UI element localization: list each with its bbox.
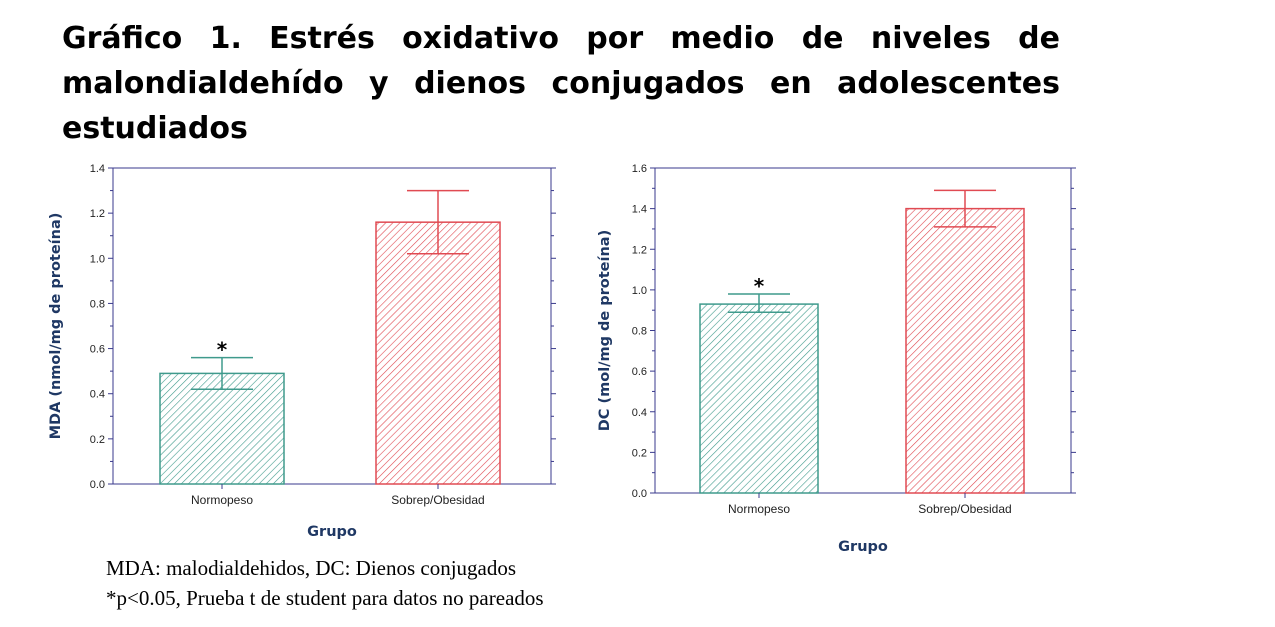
dc-x-axis-label: Grupo	[838, 539, 888, 555]
mda-ytick-label: 1.0	[90, 253, 105, 265]
dc-ytick-label: 0.4	[632, 407, 647, 419]
footnote-abbreviations: MDA: malodialdehidos, DC: Dienos conjuga…	[106, 556, 517, 580]
dc-ytick-label: 1.4	[632, 204, 647, 216]
dc-ytick-label: 0.6	[632, 366, 647, 378]
footnote: MDA: malodialdehidos, DC: Dienos conjuga…	[106, 553, 544, 613]
dc-bar-normopeso	[699, 303, 819, 494]
dc-ytick-label: 1.2	[632, 244, 647, 256]
mda-ytick-label: 0.8	[90, 298, 105, 310]
mda-ytick-label: 1.2	[90, 208, 105, 220]
page-title: Gráfico 1. Estrés oxidativo por medio de…	[62, 21, 1060, 146]
mda-chart: 0.0 0.2 0.4 0.6 0.8 1.0 1.2 1.4 Normopeso * Sobrep…	[48, 163, 556, 540]
mda-category-label: Normopeso	[191, 493, 253, 507]
footnote-significance: *p<0.05, Prueba t de student para datos …	[106, 586, 544, 610]
mda-ytick-label: 0.2	[90, 434, 105, 446]
mda-ytick-label: 1.4	[90, 163, 105, 175]
dc-category-label: Normopeso	[728, 502, 790, 516]
dc-significance-asterisk: *	[754, 274, 765, 298]
mda-x-axis-label: Grupo	[307, 524, 357, 540]
mda-ytick-label: 0.4	[90, 389, 105, 401]
dc-ytick-label: 1.0	[632, 285, 647, 297]
dc-y-axis-label: DC (mol/mg de proteína)	[597, 230, 613, 431]
mda-bar-sobrepeso	[375, 221, 501, 485]
dc-ytick-label: 0.0	[632, 488, 647, 500]
mda-y-axis-label: MDA (nmol/mg de proteína)	[48, 213, 64, 440]
mda-significance-asterisk: *	[217, 338, 228, 362]
dc-category-label: Sobrep/Obesidad	[918, 502, 1011, 516]
mda-ytick-label: 0.6	[90, 344, 105, 356]
mda-category-label: Sobrep/Obesidad	[391, 493, 484, 507]
dc-ytick-label: 0.2	[632, 447, 647, 459]
mda-ytick-label: 0.0	[90, 479, 105, 491]
dc-ytick-label: 1.6	[632, 163, 647, 175]
dc-ytick-label: 0.8	[632, 326, 647, 338]
mda-bar-normopeso	[159, 372, 285, 485]
dc-bar-sobrepeso	[905, 207, 1025, 494]
dc-chart: 0.0 0.2 0.4 0.6 0.8 1.0 1.2 1.4 1.6 Normopeso * Sob…	[597, 163, 1076, 555]
